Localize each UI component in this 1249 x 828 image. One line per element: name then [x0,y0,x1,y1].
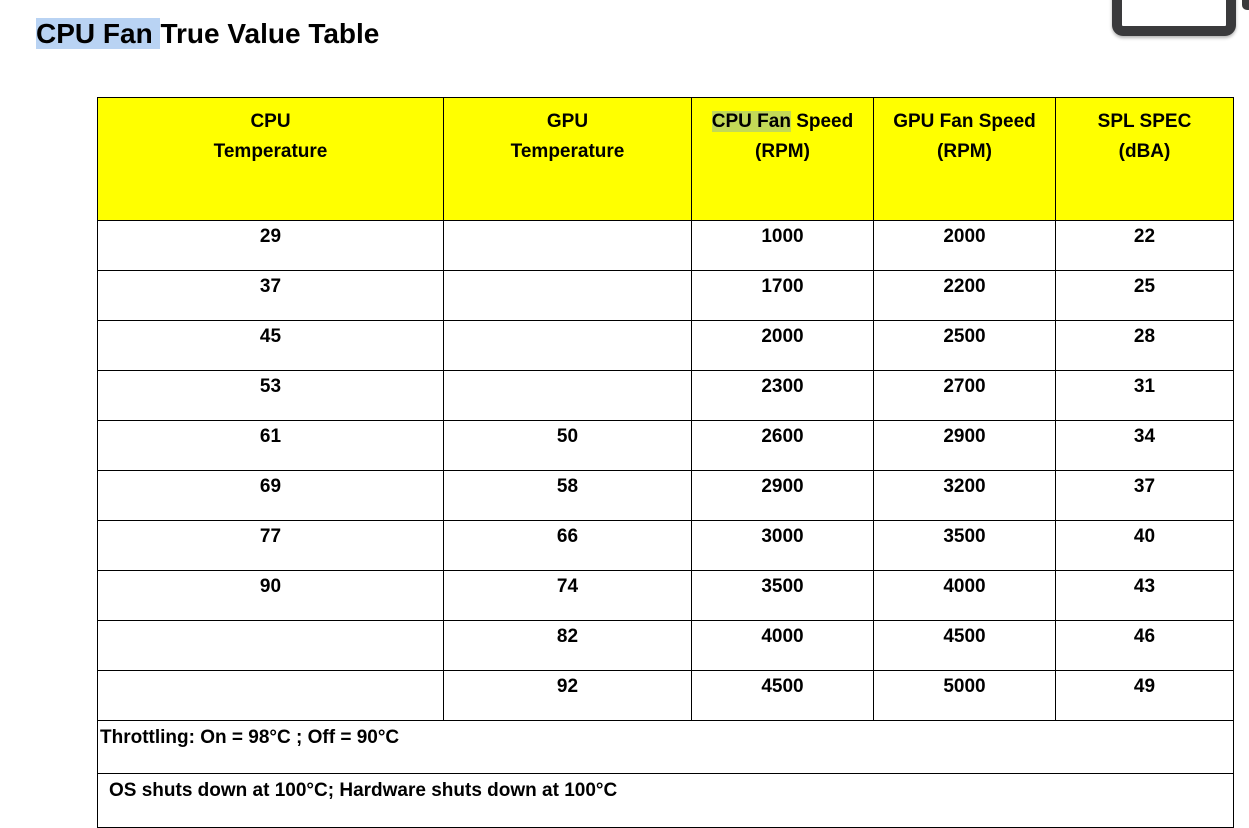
table-cell: 40 [1055,520,1234,571]
table-cell: 66 [443,520,692,571]
table-cell: 2000 [873,220,1056,271]
table-cell: 3000 [691,520,874,571]
table-row: 53 2300 2700 31 [97,370,1234,421]
table-row: 77 66 3000 3500 40 [97,520,1234,571]
table-cell: 2900 [691,470,874,521]
table-cell: 25 [1055,270,1234,321]
table-cell: 2900 [873,420,1056,471]
table-cell: 2700 [873,370,1056,421]
title-rest-text: True Value Table [160,18,380,49]
table-cell: 22 [1055,220,1234,271]
table-row: 37 1700 2200 25 [97,270,1234,321]
table-row: 82 4000 4500 46 [97,620,1234,671]
find-highlighted-text: CPU Fan [711,111,791,132]
table-cell: 82 [443,620,692,671]
table-cell [97,620,444,671]
table-cell [443,370,692,421]
table-cell: 2500 [873,320,1056,371]
table-cell: 50 [443,420,692,471]
header-line-rest: Speed [790,111,854,132]
table-cell: 4000 [873,570,1056,621]
floating-toolbar-corner-fragment[interactable] [1242,0,1249,10]
table-cell: 2200 [873,270,1056,321]
table-cell: 31 [1055,370,1234,421]
table-cell: 61 [97,420,444,471]
table-cell: 43 [1055,570,1234,621]
header-line: Temperature [213,141,328,163]
table-cell: 29 [97,220,444,271]
title-selected-text: CPU Fan [36,18,161,49]
header-line: (dBA) [1118,141,1171,163]
shutdown-note: OS shuts down at 100°C; Hardware shuts d… [97,773,1234,828]
footnote-row-shutdown: OS shuts down at 100°C; Hardware shuts d… [97,773,1234,828]
table-cell: 77 [97,520,444,571]
page-title: CPU Fan True Value Table [36,18,379,50]
table-cell: 92 [443,670,692,721]
table-cell [443,220,692,271]
table-cell: 37 [1055,470,1234,521]
table-cell: 1700 [691,270,874,321]
header-line: Temperature [510,141,625,163]
table-cell: 28 [1055,320,1234,371]
header-line: CPU Fan Speed [694,107,871,137]
table-cell: 49 [1055,670,1234,721]
header-line: GPU [546,111,589,132]
table-cell: 3500 [873,520,1056,571]
table-cell [443,320,692,371]
table-cell: 45 [97,320,444,371]
table-cell: 46 [1055,620,1234,671]
throttling-note: Throttling: On = 98°C ; Off = 90°C [97,720,1234,774]
table-cell: 3500 [691,570,874,621]
table-cell: 74 [443,570,692,621]
table-cell: 69 [97,470,444,521]
header-line: CPU [250,111,291,132]
column-header-gpu-fan-speed: GPU Fan Speed (RPM) [873,97,1056,221]
header-line: GPU Fan Speed [893,111,1036,132]
header-line: (RPM) [937,141,992,163]
column-header-cpu-temperature: CPU Temperature [97,97,444,221]
table-row: 92 4500 5000 49 [97,670,1234,721]
table-row: 69 58 2900 3200 37 [97,470,1234,521]
table-row: 61 50 2600 2900 34 [97,420,1234,471]
table-cell: 4500 [691,670,874,721]
table-row: 29 1000 2000 22 [97,220,1234,271]
table-cell: 53 [97,370,444,421]
table-cell: 37 [97,270,444,321]
table-cell: 4000 [691,620,874,671]
table-cell: 2000 [691,320,874,371]
table-cell: 90 [97,570,444,621]
table-cell: 5000 [873,670,1056,721]
table-cell: 2300 [691,370,874,421]
cpu-fan-true-value-table: CPU Temperature GPU Temperature CPU Fan … [97,97,1234,828]
column-header-gpu-temperature: GPU Temperature [443,97,692,221]
floating-toolbar-fragment[interactable] [1112,0,1236,36]
table-cell: 58 [443,470,692,521]
table-row: 45 2000 2500 28 [97,320,1234,371]
table-cell: 3200 [873,470,1056,521]
column-header-spl-spec: SPL SPEC (dBA) [1055,97,1234,221]
header-line: (RPM) [755,141,810,163]
column-header-cpu-fan-speed: CPU Fan Speed (RPM) [691,97,874,221]
table-cell [97,670,444,721]
table-cell: 34 [1055,420,1234,471]
table-cell: 4500 [873,620,1056,671]
table-row: 90 74 3500 4000 43 [97,570,1234,621]
table-cell [443,270,692,321]
header-line: SPL SPEC [1097,111,1192,132]
header-row: CPU Temperature GPU Temperature CPU Fan … [97,97,1234,221]
footnote-row-throttling: Throttling: On = 98°C ; Off = 90°C [97,720,1234,774]
table-cell: 2600 [691,420,874,471]
table-cell: 1000 [691,220,874,271]
